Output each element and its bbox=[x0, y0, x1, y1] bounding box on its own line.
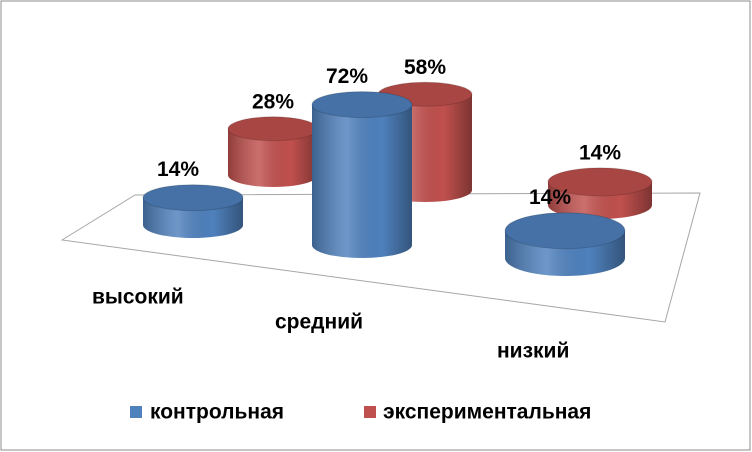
cylinder bbox=[504, 212, 626, 276]
value-label: 72% bbox=[326, 65, 368, 88]
legend-swatch bbox=[130, 406, 142, 418]
category-label: низкий bbox=[497, 340, 569, 363]
value-label: 58% bbox=[404, 56, 446, 79]
legend-label: экспериментальная bbox=[383, 401, 591, 424]
floor bbox=[60, 192, 701, 323]
value-label: 14% bbox=[579, 141, 621, 164]
cylinder-top-shade bbox=[312, 91, 412, 118]
cylinder bbox=[311, 91, 413, 258]
cylinder-shade bbox=[228, 128, 318, 187]
cylinder bbox=[547, 167, 653, 219]
cylinder bbox=[142, 184, 244, 238]
cylinder bbox=[227, 116, 319, 187]
category-label: высокий bbox=[92, 286, 184, 309]
cylinder-top-shade bbox=[548, 167, 652, 196]
cylinder-top bbox=[547, 167, 653, 197]
cylinder-top-shade bbox=[143, 184, 243, 211]
value-label: 28% bbox=[252, 90, 294, 113]
cylinder-top bbox=[504, 212, 626, 250]
cylinder-top-shade bbox=[505, 212, 625, 249]
value-label: 14% bbox=[529, 186, 571, 209]
cylinder-shade bbox=[312, 104, 412, 258]
legend-swatch bbox=[364, 406, 376, 418]
cylinder-top bbox=[311, 91, 413, 119]
value-label: 14% bbox=[157, 158, 199, 181]
cylinder-top-shade bbox=[228, 116, 318, 141]
cylinder-top bbox=[142, 184, 244, 212]
category-label: средний bbox=[275, 311, 363, 334]
legend-label: контрольная bbox=[150, 401, 284, 424]
